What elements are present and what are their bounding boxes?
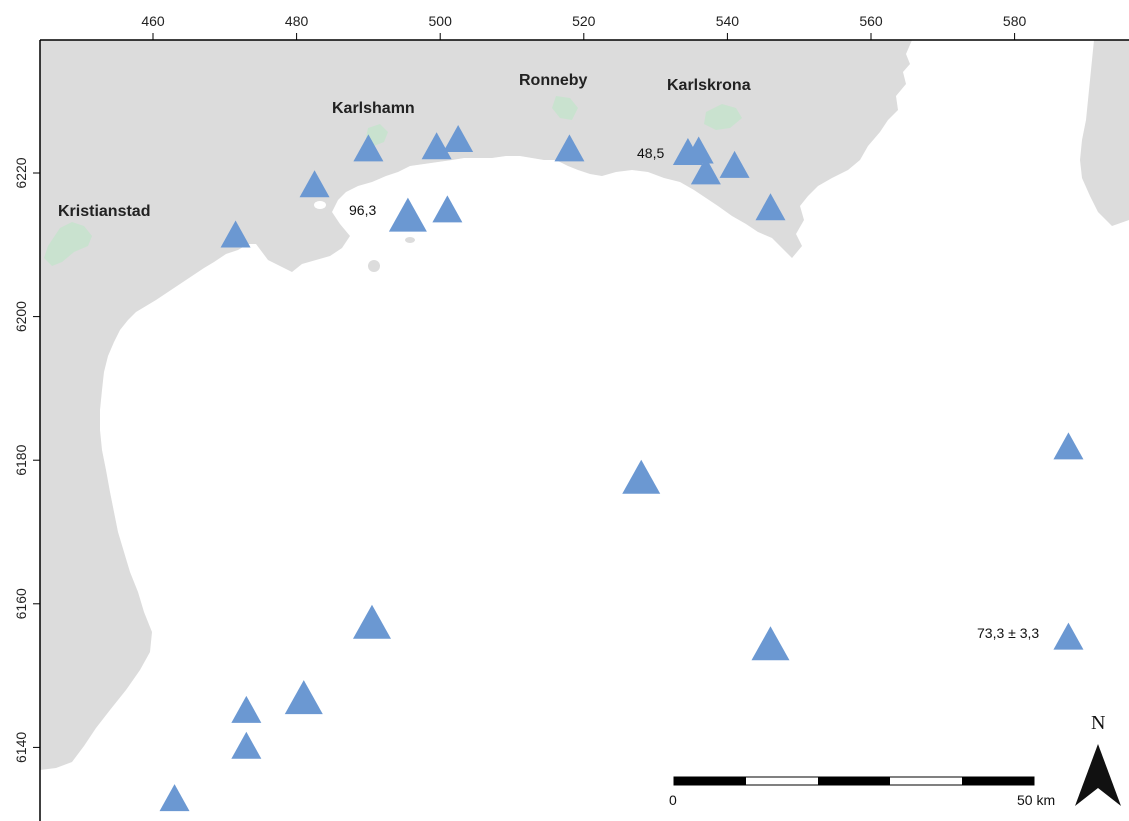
scale-segment <box>818 777 890 785</box>
north-arrow-icon: N <box>1075 712 1121 806</box>
urban-ronneby <box>552 96 578 120</box>
station-triangle <box>554 134 585 162</box>
station-triangle <box>421 132 452 160</box>
y-tick-label: 6220 <box>13 157 29 188</box>
value-label-96: 96,3 <box>349 202 376 218</box>
station-triangle <box>683 136 714 164</box>
station-triangle <box>690 157 721 185</box>
station-triangle <box>443 125 474 153</box>
x-tick-label: 520 <box>572 13 596 29</box>
station-triangle <box>299 170 330 198</box>
town-label-kristianstad: Kristianstad <box>58 203 150 220</box>
station-triangle <box>719 150 750 178</box>
station-triangle <box>352 604 391 639</box>
x-tick-label: 500 <box>429 13 453 29</box>
y-tick-label: 6200 <box>13 301 29 332</box>
north-label: N <box>1091 712 1105 734</box>
urban-karlskrona <box>704 104 742 130</box>
urban-kristianstad <box>44 222 92 266</box>
station-markers <box>159 125 1084 812</box>
y-tick-label: 6160 <box>13 588 29 619</box>
land-oland <box>1080 40 1129 226</box>
town-label-karlskrona: Karlskrona <box>667 77 751 94</box>
station-triangle <box>231 731 262 759</box>
value-label-48: 48,5 <box>637 145 664 161</box>
island <box>368 260 380 272</box>
station-triangle <box>159 784 190 812</box>
scale-bar: 0 50 km <box>669 776 1055 808</box>
x-tick-label: 460 <box>141 13 165 29</box>
station-triangle <box>755 193 786 221</box>
station-triangle <box>284 680 323 715</box>
value-label-73: 73,3 ± 3,3 <box>977 625 1039 641</box>
scale-segment <box>962 777 1034 785</box>
station-triangle <box>1053 432 1084 460</box>
north-arrow-left <box>1075 744 1098 806</box>
land-blekinge <box>40 40 912 770</box>
y-axis: 6220 6200 6180 6160 6140 <box>13 157 40 763</box>
station-triangle <box>388 197 427 232</box>
town-label-ronneby: Ronneby <box>519 72 588 89</box>
x-tick-label: 540 <box>716 13 740 29</box>
island <box>405 237 415 243</box>
north-arrow-right <box>1098 744 1121 806</box>
x-tick-label: 560 <box>859 13 883 29</box>
scale-segment <box>674 777 746 785</box>
station-triangle <box>220 220 251 248</box>
station-triangle <box>231 695 262 723</box>
bay-water <box>314 201 326 209</box>
town-label-karlshamn: Karlshamn <box>332 100 415 117</box>
y-tick-label: 6180 <box>13 444 29 475</box>
station-triangle <box>353 134 384 162</box>
station-triangle <box>622 459 661 494</box>
x-tick-label: 480 <box>285 13 309 29</box>
scale-label-start: 0 <box>669 792 677 808</box>
x-axis: 460 480 500 520 540 560 580 <box>141 13 1026 40</box>
scale-label-end: 50 km <box>1017 792 1055 808</box>
station-triangle <box>751 626 790 661</box>
y-tick-label: 6140 <box>13 732 29 763</box>
x-tick-label: 580 <box>1003 13 1027 29</box>
station-triangle <box>432 195 463 223</box>
station-triangle <box>1053 622 1084 650</box>
